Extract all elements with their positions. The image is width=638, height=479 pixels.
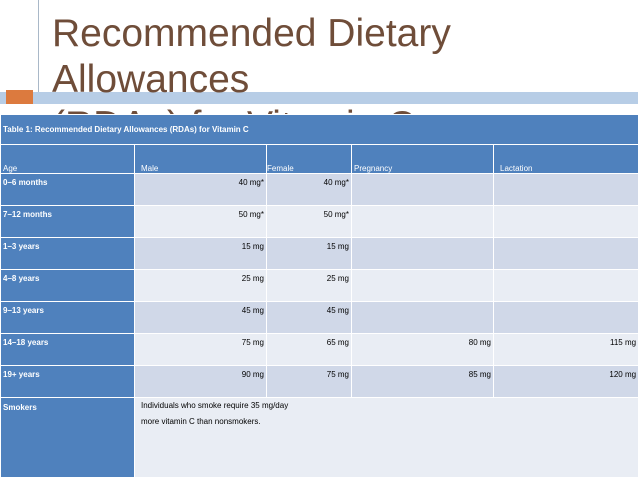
header-male: Male: [134, 144, 267, 174]
age-cell: 9–13 years: [0, 301, 135, 334]
male-cell: 40 mg*: [134, 173, 267, 206]
smokers-note-line-1: Individuals who smoke require 35 mg/day: [141, 401, 289, 410]
male-cell: 25 mg: [134, 269, 267, 302]
decorative-horizontal-band: [0, 92, 638, 104]
header-lactation: Lactation: [492, 144, 638, 174]
pregnancy-cell: [351, 173, 494, 206]
lactation-cell: [492, 173, 638, 206]
table-row: 7–12 months 50 mg* 50 mg*: [0, 205, 638, 238]
table-row: 9–13 years 45 mg 45 mg: [0, 301, 638, 334]
table-row: 19+ years 90 mg 75 mg 85 mg 120 mg: [0, 365, 638, 398]
pregnancy-cell: [351, 237, 494, 270]
table-row: 1–3 years 15 mg 15 mg: [0, 237, 638, 270]
age-cell: 7–12 months: [0, 205, 135, 238]
age-cell: 1–3 years: [0, 237, 135, 270]
pregnancy-cell: [351, 205, 494, 238]
female-cell: 50 mg*: [266, 205, 352, 238]
pregnancy-cell: [351, 269, 494, 302]
age-cell: 14–18 years: [0, 333, 135, 366]
female-cell: 45 mg: [266, 301, 352, 334]
header-pregnancy: Pregnancy: [351, 144, 494, 174]
table-row: 4–8 years 25 mg 25 mg: [0, 269, 638, 302]
male-cell: 90 mg: [134, 365, 267, 398]
table-row: 0–6 months 40 mg* 40 mg*: [0, 173, 638, 206]
male-cell: 45 mg: [134, 301, 267, 334]
female-cell: 25 mg: [266, 269, 352, 302]
decorative-accent-square: [6, 90, 33, 104]
decorative-vertical-line: [38, 0, 39, 104]
lactation-cell: [492, 301, 638, 334]
table-caption-row: Table 1: Recommended Dietary Allowances …: [0, 114, 638, 145]
rda-table: Table 1: Recommended Dietary Allowances …: [0, 114, 638, 478]
header-female: Female: [266, 144, 352, 174]
lactation-cell: [492, 237, 638, 270]
slide-title-line-1: Recommended Dietary Allowances: [52, 12, 451, 101]
age-cell: 4–8 years: [0, 269, 135, 302]
pregnancy-cell: 80 mg: [351, 333, 494, 366]
male-cell: 50 mg*: [134, 205, 267, 238]
header-age: Age: [0, 144, 135, 174]
pregnancy-cell: 85 mg: [351, 365, 494, 398]
female-cell: 15 mg: [266, 237, 352, 270]
age-cell: Smokers: [0, 397, 135, 478]
table-row: 14–18 years 75 mg 65 mg 80 mg 115 mg: [0, 333, 638, 366]
female-cell: 65 mg: [266, 333, 352, 366]
lactation-cell: [492, 205, 638, 238]
male-cell: 75 mg: [134, 333, 267, 366]
table-header-row: Age Male Female Pregnancy Lactation: [0, 144, 638, 174]
age-cell: 0–6 months: [0, 173, 135, 206]
table-caption: Table 1: Recommended Dietary Allowances …: [0, 114, 638, 145]
female-cell: 40 mg*: [266, 173, 352, 206]
female-cell: 75 mg: [266, 365, 352, 398]
male-cell: 15 mg: [134, 237, 267, 270]
pregnancy-cell: [351, 301, 494, 334]
lactation-cell: 120 mg: [492, 365, 638, 398]
table-row-smokers: Smokers Individuals who smoke require 35…: [0, 397, 638, 478]
smokers-note: Individuals who smoke require 35 mg/day …: [133, 397, 638, 478]
age-cell: 19+ years: [0, 365, 135, 398]
lactation-cell: [492, 269, 638, 302]
lactation-cell: 115 mg: [492, 333, 638, 366]
smokers-note-line-2: more vitamin C than nonsmokers.: [141, 417, 261, 426]
